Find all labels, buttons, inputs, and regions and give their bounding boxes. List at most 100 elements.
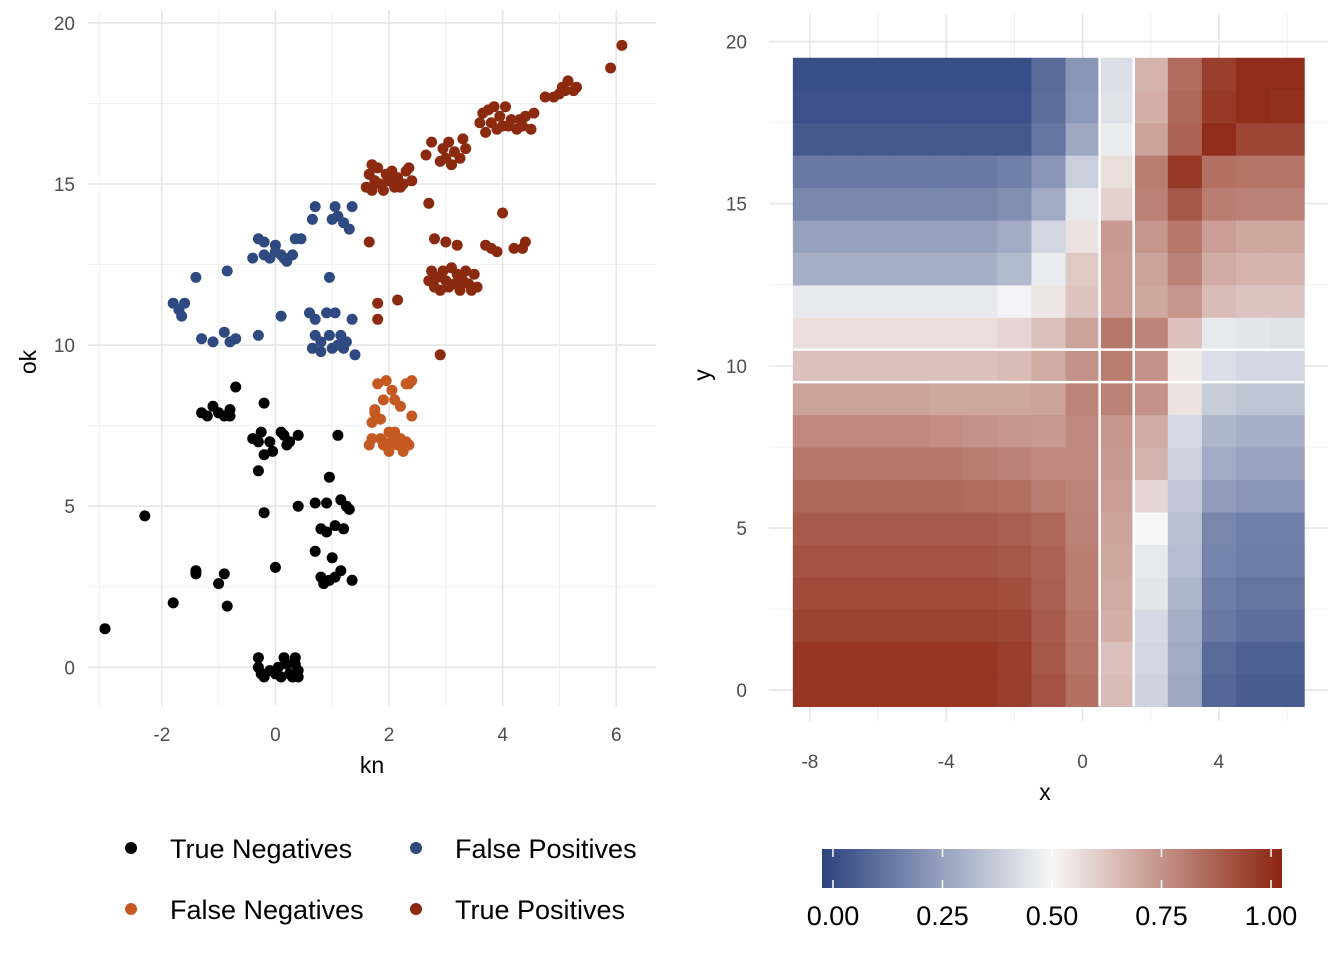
legend-label: False Positives: [455, 834, 637, 864]
heatmap-cell: [792, 382, 828, 416]
legend-label: True Positives: [455, 895, 625, 925]
heatmap-cell: [1167, 219, 1203, 253]
heatmap-cell: [895, 219, 930, 253]
heatmap-x-tick-label: -4: [938, 752, 955, 773]
scatter-point: [264, 436, 276, 448]
heatmap-cell: [895, 479, 930, 513]
heatmap-cell: [895, 57, 930, 91]
heatmap-cell: [1031, 187, 1067, 221]
scatter-x-tick-label: 0: [270, 725, 281, 746]
scatter-point: [372, 378, 384, 390]
colorbar-tick-label: 0.00: [807, 901, 860, 931]
legend-key-true-negatives: [125, 842, 137, 854]
heatmap-cell: [1270, 252, 1305, 286]
heatmap-cell: [1133, 576, 1169, 610]
scatter-point: [377, 394, 389, 406]
heatmap-cell: [861, 576, 896, 610]
heatmap-cell: [1065, 544, 1101, 578]
heatmap-cell: [1201, 382, 1237, 416]
heatmap-cell: [1065, 90, 1101, 124]
scatter-point: [190, 568, 202, 580]
scatter-point: [519, 236, 531, 248]
heatmap-cell: [1235, 673, 1271, 707]
heatmap-cell: [792, 609, 828, 643]
scatter-point: [474, 117, 486, 129]
scatter-x-tick-label: 2: [384, 725, 395, 746]
heatmap-cell: [963, 349, 998, 383]
scatter-point: [480, 126, 492, 138]
heatmap-cell: [1031, 414, 1067, 448]
heatmap-cell: [963, 187, 998, 221]
heatmap-cell: [895, 284, 930, 318]
heatmap-cell: [1201, 284, 1237, 318]
heatmap-cell: [1031, 349, 1067, 383]
heatmap-cell: [929, 317, 964, 351]
scatter-point: [323, 329, 335, 341]
scatter-point: [494, 110, 506, 122]
scatter-point: [267, 445, 279, 457]
scatter-point: [434, 284, 446, 296]
heatmap-cell: [1133, 641, 1169, 675]
scatter-point: [309, 497, 321, 509]
heatmap-cell: [1099, 673, 1135, 707]
scatter-point: [329, 307, 341, 319]
heatmap-plot: -8 -4 0 4 0 5 10 15 20 x y: [689, 14, 1328, 805]
heatmap-cell: [1201, 90, 1237, 124]
heatmap-cell: [1167, 57, 1203, 91]
heatmap-cell: [861, 284, 896, 318]
heatmap-cell: [997, 641, 1033, 675]
heatmap-y-tick-label: 15: [726, 195, 747, 216]
heatmap-cell: [1167, 544, 1203, 578]
heatmap-cell: [1031, 511, 1067, 545]
scatter-point: [340, 336, 352, 348]
scatter-point: [366, 184, 378, 196]
heatmap-cell: [1065, 317, 1101, 351]
scatter-point: [406, 410, 418, 422]
heatmap-cell: [1270, 382, 1305, 416]
scatter-point: [346, 574, 358, 586]
scatter-point: [224, 410, 236, 422]
heatmap-cell: [963, 219, 998, 253]
heatmap-cell: [895, 576, 930, 610]
scatter-point: [349, 349, 361, 361]
scatter-point: [139, 510, 151, 522]
heatmap-cell: [997, 446, 1033, 480]
heatmap-cell: [1201, 414, 1237, 448]
heatmap-cell: [826, 57, 862, 91]
scatter-point: [508, 242, 520, 254]
scatter-point: [616, 39, 628, 51]
colorbar-legend: 0.00 0.25 0.50 0.75 1.00: [807, 849, 1297, 931]
heatmap-cell: [1099, 544, 1135, 578]
heatmap-cell: [1270, 219, 1305, 253]
heatmap-cell: [963, 641, 998, 675]
heatmap-cell: [1099, 219, 1135, 253]
heatmap-cell: [1235, 641, 1271, 675]
heatmap-cell: [895, 609, 930, 643]
scatter-point: [323, 471, 335, 483]
scatter-point: [275, 310, 287, 322]
scatter-points: [99, 39, 628, 683]
heatmap-x-axis-title: x: [1039, 779, 1051, 805]
scatter-y-tick-label: 5: [64, 497, 75, 518]
heatmap-cell: [1099, 576, 1135, 610]
heatmap-cell: [997, 511, 1033, 545]
heatmap-cell: [1167, 673, 1203, 707]
heatmap-cell: [997, 284, 1033, 318]
heatmap-y-axis-title: y: [689, 369, 715, 381]
heatmap-cell: [1270, 349, 1305, 383]
scatter-point: [326, 552, 338, 564]
heatmap-cell: [1065, 252, 1101, 286]
heatmap-cell: [1133, 414, 1169, 448]
heatmap-cell: [792, 122, 828, 156]
heatmap-y-tick-label: 10: [726, 357, 747, 378]
scatter-point: [426, 136, 438, 148]
heatmap-cell: [895, 414, 930, 448]
heatmap-cell: [929, 219, 964, 253]
scatter-point: [372, 297, 384, 309]
scatter-point: [247, 252, 259, 264]
heatmap-cell: [861, 446, 896, 480]
scatter-point: [443, 136, 455, 148]
heatmap-cell: [929, 349, 964, 383]
heatmap-cell: [1133, 673, 1169, 707]
heatmap-cell: [963, 382, 998, 416]
